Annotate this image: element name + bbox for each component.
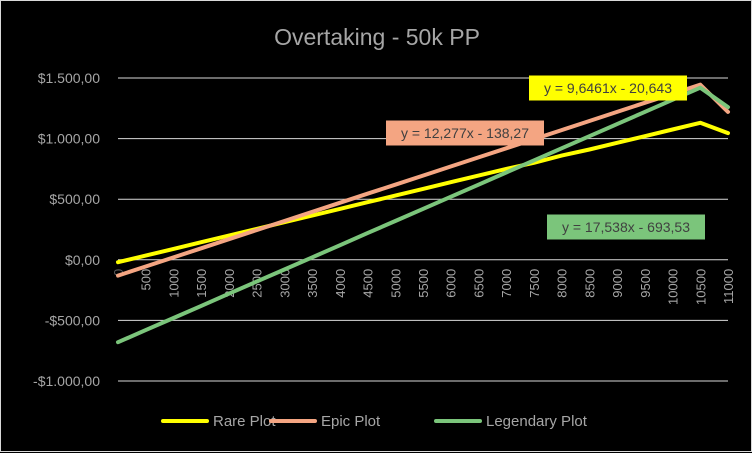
legend-label: Epic Plot <box>321 413 381 430</box>
x-tick-label: 6500 <box>471 269 486 298</box>
x-tick-label: 5000 <box>388 269 403 298</box>
y-tick-label: $1.000,00 <box>38 131 100 147</box>
x-tick-label: 5500 <box>416 269 431 298</box>
x-tick-label: 8000 <box>555 269 570 298</box>
x-tick-label: 0 <box>111 269 126 276</box>
x-tick-label: 500 <box>139 269 154 291</box>
trendline-equations: y = 9,6461x - 20,643 y = 12,277x - 138,27… <box>386 75 705 240</box>
x-tick-label: 6000 <box>444 269 459 298</box>
x-tick-label: 10000 <box>666 269 681 305</box>
x-tick-label: 1000 <box>166 269 181 298</box>
trendline-label-epic-plot: y = 12,277x - 138,27 <box>386 120 544 146</box>
trendline-equation: y = 17,538x - 693,53 <box>562 219 690 235</box>
x-tick-label: 11000 <box>721 269 736 304</box>
x-tick-label: 3000 <box>277 269 292 298</box>
trendline-label-rare-plot: y = 9,6461x - 20,643 <box>529 75 687 101</box>
trendline-label-box <box>529 75 687 101</box>
x-tick-label: 7000 <box>499 269 514 298</box>
series-lines <box>116 82 730 345</box>
x-tick-label: 8500 <box>582 269 597 298</box>
y-tick-label: -$1.000,00 <box>33 373 100 389</box>
x-tick-label: 10500 <box>693 269 708 305</box>
y-tick-label: $0,00 <box>65 252 100 268</box>
legend-item-legendary-plot: Legendary Plot <box>434 413 588 430</box>
x-tick-label: 1500 <box>194 269 209 298</box>
chart-title: Overtaking - 50k PP <box>274 24 480 50</box>
x-tick-label: 7500 <box>527 269 542 298</box>
trendline-label-box <box>547 214 705 240</box>
x-tick-label: 9500 <box>638 269 653 298</box>
legend: Rare Plot Epic Plot Legendary Plot <box>161 413 588 430</box>
x-tick-label: 3500 <box>305 269 320 298</box>
series-line-legendary-plot <box>116 85 730 345</box>
trendline-label-legendary-plot: y = 17,538x - 693,53 <box>547 214 705 240</box>
trendline-equation: y = 12,277x - 138,27 <box>401 125 529 141</box>
trendline-equation: y = 9,6461x - 20,643 <box>544 80 672 96</box>
series-line-rare-plot <box>116 120 730 265</box>
trendline-label-box <box>386 120 544 146</box>
legend-label: Rare Plot <box>213 413 276 430</box>
legend-label: Legendary Plot <box>486 413 588 430</box>
x-tick-label: 4500 <box>361 269 376 298</box>
legend-item-rare-plot: Rare Plot <box>161 413 276 430</box>
series-line-epic-plot <box>116 82 730 278</box>
x-tick-label: 9000 <box>610 269 625 298</box>
y-tick-label: -$500,00 <box>45 312 100 328</box>
y-tick-label: $1.500,00 <box>38 70 100 86</box>
x-tick-label: 4000 <box>333 269 348 298</box>
legend-item-epic-plot: Epic Plot <box>269 413 381 430</box>
y-tick-label: $500,00 <box>49 191 100 207</box>
